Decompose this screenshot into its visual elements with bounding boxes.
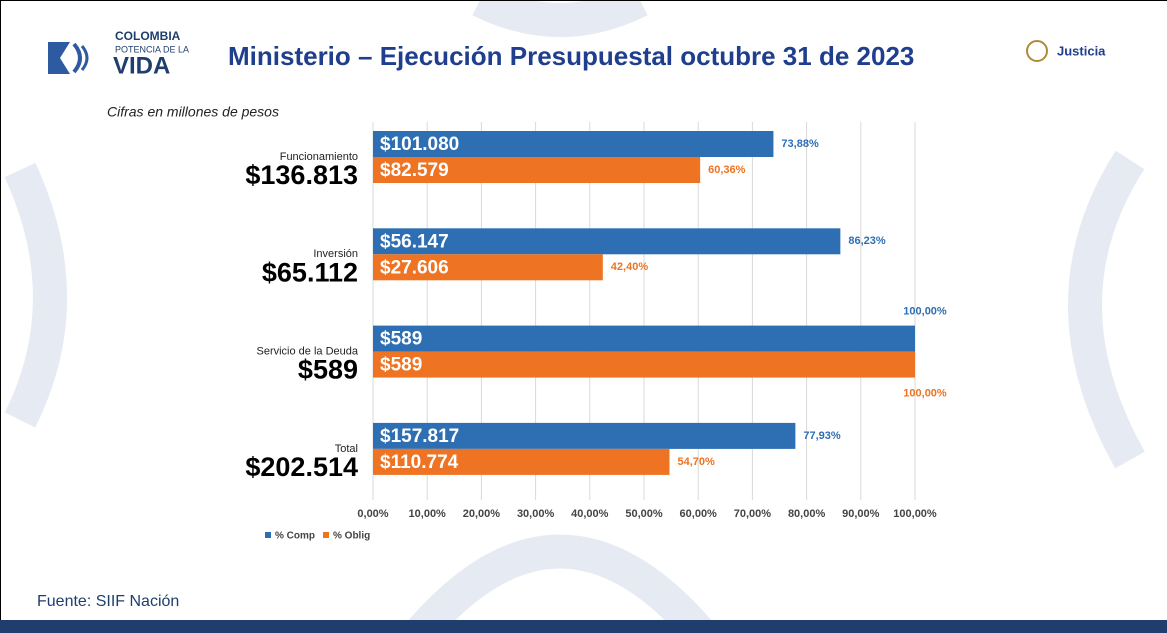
bar-amount: $589 <box>380 329 422 350</box>
logo-text: POTENCIA DE LA <box>115 44 189 54</box>
logo-arc <box>72 42 82 74</box>
logo: COLOMBIA POTENCIA DE LA VIDA <box>48 29 189 79</box>
bar <box>373 422 796 449</box>
bar-amount: $27.606 <box>380 257 449 278</box>
logo-text: COLOMBIA <box>115 29 181 43</box>
bar-amount: $157.817 <box>380 426 459 447</box>
footer-bar <box>0 620 1167 633</box>
value-label: 42,40% <box>611 261 649 273</box>
legend-swatch <box>265 532 271 538</box>
brand: Justicia <box>1057 43 1106 58</box>
value-label: 100,00% <box>903 388 947 400</box>
value-label: 73,88% <box>781 138 819 150</box>
x-tick-label: 80,00% <box>788 508 826 520</box>
logo-arc <box>80 45 89 71</box>
category-total: $202.514 <box>245 452 358 482</box>
bar <box>373 325 915 352</box>
legend-label: % Oblig <box>333 531 370 542</box>
x-tick-label: 100,00% <box>893 508 937 520</box>
value-label: 100,00% <box>903 306 947 318</box>
category-label: Servicio de la Deuda <box>256 346 358 358</box>
bar-amount: $110.774 <box>380 452 459 473</box>
subtitle: Cifras en millones de pesos <box>107 104 279 120</box>
legend-label: % Comp <box>275 531 315 542</box>
category-label: Inversión <box>313 248 358 260</box>
category-label: Total <box>335 443 358 455</box>
bar-amount: $589 <box>380 355 422 376</box>
value-label: 60,36% <box>708 164 746 176</box>
value-label: 54,70% <box>677 456 715 468</box>
bar <box>373 131 774 157</box>
x-tick-label: 20,00% <box>463 508 501 520</box>
bar-amount: $101.080 <box>380 134 459 155</box>
category-total: $65.112 <box>262 257 358 287</box>
x-tick-label: 0,00% <box>357 508 388 520</box>
logo-mark <box>48 42 70 74</box>
chart-title: Ministerio – Ejecución Presupuestal octu… <box>228 41 914 71</box>
category-total: $136.813 <box>245 160 358 190</box>
decor <box>4 0 1145 633</box>
logo-text: VIDA <box>113 52 170 79</box>
legend-swatch <box>323 532 329 538</box>
category-total: $589 <box>298 355 358 385</box>
x-tick-label: 60,00% <box>680 508 718 520</box>
bar <box>373 448 670 475</box>
bar-amount: $82.579 <box>380 160 449 181</box>
x-tick-label: 90,00% <box>842 508 880 520</box>
bar <box>373 228 841 255</box>
x-tick-label: 50,00% <box>625 508 663 520</box>
bar <box>373 157 701 183</box>
bar <box>373 351 915 378</box>
bar <box>373 254 603 281</box>
x-tick-label: 70,00% <box>734 508 772 520</box>
x-tick-label: 10,00% <box>409 508 447 520</box>
value-label: 86,23% <box>848 235 886 247</box>
x-tick-label: 30,00% <box>517 508 555 520</box>
footer: Fuente: SIIF Nación <box>37 593 179 610</box>
bar-amount: $56.147 <box>380 231 449 252</box>
brand-icon <box>1026 40 1048 62</box>
value-label: 77,93% <box>803 430 841 442</box>
x-tick-label: 40,00% <box>571 508 609 520</box>
category-label: Funcionamiento <box>280 151 358 163</box>
